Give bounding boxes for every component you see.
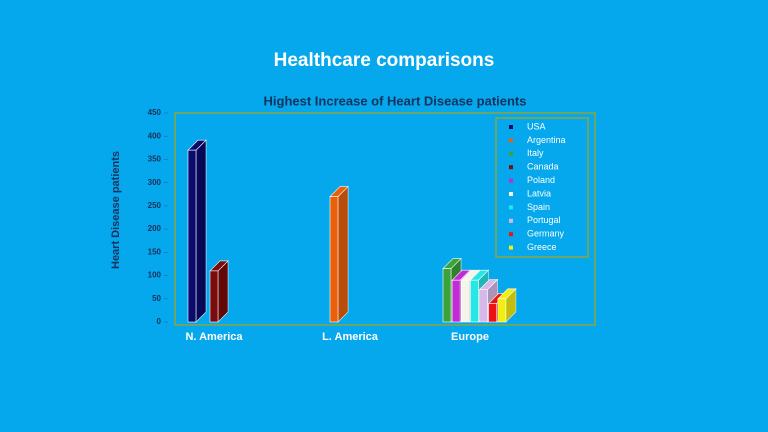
y-tick-label: 450 bbox=[148, 108, 162, 117]
legend-label: Spain bbox=[527, 202, 550, 212]
legend-label: Germany bbox=[527, 229, 565, 239]
legend-label: USA bbox=[527, 121, 546, 131]
bar bbox=[497, 288, 517, 323]
bar-front bbox=[470, 279, 479, 323]
bar bbox=[329, 185, 349, 323]
bar-front bbox=[187, 149, 197, 323]
legend-marker bbox=[509, 232, 513, 237]
legend-label: Latvia bbox=[527, 188, 551, 198]
legend-marker bbox=[509, 192, 513, 196]
bar-side-shade bbox=[218, 260, 228, 322]
y-tick-label: 100 bbox=[148, 271, 162, 280]
legend-marker bbox=[509, 245, 513, 250]
legend-marker bbox=[509, 125, 513, 129]
y-tick-label: 0 bbox=[157, 317, 162, 326]
plot-frame bbox=[174, 112, 596, 326]
legend-label: Portugal bbox=[527, 215, 561, 225]
legend-label: Poland bbox=[527, 175, 555, 185]
legend-marker bbox=[509, 151, 513, 156]
legend-label: Italy bbox=[527, 148, 544, 158]
bar-front bbox=[497, 298, 507, 323]
y-tick-label: 350 bbox=[148, 155, 162, 164]
legend-label: Argentina bbox=[527, 135, 566, 145]
legend-label: Greece bbox=[527, 242, 557, 252]
bar-side-shade bbox=[196, 140, 206, 322]
legend-marker bbox=[509, 165, 513, 170]
y-axis-label: Heart Disease patients bbox=[110, 151, 122, 269]
chart-title: Highest Increase of Heart Disease patien… bbox=[264, 93, 527, 108]
slide-title: Healthcare comparisons bbox=[274, 50, 495, 71]
y-tick-label: 300 bbox=[148, 178, 162, 187]
x-tick-label: L. America bbox=[322, 331, 379, 343]
y-tick-label: 150 bbox=[148, 247, 162, 256]
bar-front bbox=[209, 270, 219, 323]
bar-front bbox=[451, 279, 461, 323]
legend-marker bbox=[509, 205, 513, 210]
bar bbox=[187, 139, 207, 323]
y-tick-label: 50 bbox=[152, 294, 161, 303]
x-tick-label: Europe bbox=[451, 331, 489, 343]
bar-front bbox=[488, 303, 498, 323]
legend-marker bbox=[509, 138, 513, 143]
legend-marker bbox=[509, 218, 513, 223]
bar bbox=[209, 260, 229, 323]
legend-label: Canada bbox=[527, 162, 559, 172]
bar-front bbox=[479, 289, 488, 323]
bar-front bbox=[442, 268, 452, 323]
bar-side-shade bbox=[338, 186, 348, 322]
legend-marker bbox=[509, 178, 513, 183]
bar-side-shade bbox=[505, 288, 516, 322]
legend-box bbox=[495, 117, 589, 258]
y-tick-label: 200 bbox=[148, 224, 162, 233]
y-tick-label: 400 bbox=[148, 131, 162, 140]
x-tick-label: N. America bbox=[185, 331, 243, 343]
bar-front bbox=[460, 279, 470, 323]
y-tick-label: 250 bbox=[148, 201, 162, 210]
bar-front bbox=[329, 196, 339, 323]
